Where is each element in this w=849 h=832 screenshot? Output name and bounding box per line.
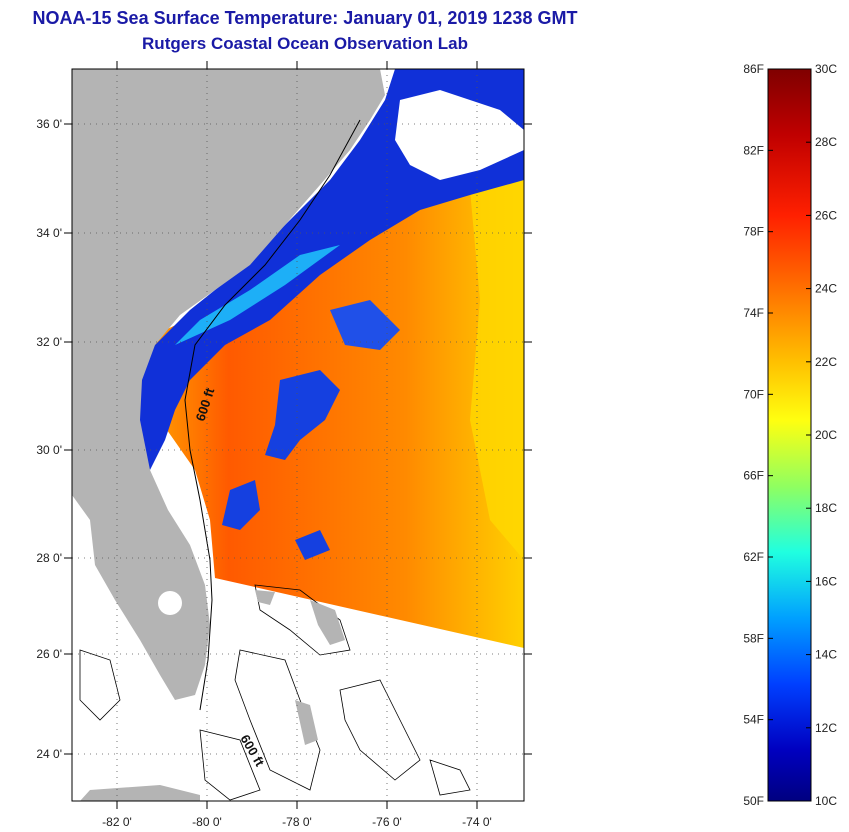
map-frame [71, 68, 525, 802]
colorbar-celsius-label: 12C [815, 721, 837, 735]
lat-tick-label: 36 0' [36, 117, 62, 131]
lat-tick-label: 28 0' [36, 551, 62, 565]
cold-eddy [265, 370, 340, 460]
chart-subtitle: Rutgers Coastal Ocean Observation Lab [142, 34, 468, 53]
warm-band-east [470, 160, 524, 560]
lon-tick-label: -82 0' [102, 815, 132, 829]
colorbar-fahrenheit-label: 66F [743, 469, 764, 483]
graticule [72, 69, 524, 801]
colorbar-celsius-label: 18C [815, 501, 837, 515]
colorbar-fahrenheit-label: 74F [743, 306, 764, 320]
lon-tick-label: -78 0' [282, 815, 312, 829]
cyan-shelf-edge [175, 245, 340, 345]
lon-tick-label: -80 0' [192, 815, 222, 829]
colorbar-fahrenheit-label: 54F [743, 713, 764, 727]
colorbar-celsius-label: 26C [815, 208, 837, 222]
colorbar-fahrenheit-label: 62F [743, 550, 764, 564]
colorbar-celsius-label: 20C [815, 428, 837, 442]
axis-ticks [64, 61, 532, 809]
cold-eddy [330, 300, 400, 350]
colorbar-fahrenheit-label: 58F [743, 631, 764, 645]
map-area [72, 69, 524, 801]
cloud-no-data [395, 90, 524, 180]
colorbar-fahrenheit-label: 50F [743, 794, 764, 808]
colorbar-celsius-label: 10C [815, 794, 837, 808]
colorbar-fahrenheit-label: 82F [743, 143, 764, 157]
cold-eddy [222, 480, 260, 530]
lat-tick-label: 24 0' [36, 747, 62, 761]
colorbar-celsius-label: 30C [815, 62, 837, 76]
colorbar-celsius-label: 28C [815, 135, 837, 149]
isobath-600ft [184, 119, 361, 711]
colorbar-celsius-label: 14C [815, 648, 837, 662]
colorbar-fahrenheit-label: 78F [743, 225, 764, 239]
land-southeast-us [72, 69, 385, 700]
colorbar [767, 68, 812, 802]
colorbar-celsius-label: 16C [815, 574, 837, 588]
lat-tick-label: 34 0' [36, 226, 62, 240]
lat-tick-label: 30 0' [36, 443, 62, 457]
colorbar-fahrenheit-label: 86F [743, 62, 764, 76]
colorbar-celsius-label: 24C [815, 282, 837, 296]
bahamas-islands [80, 590, 345, 801]
lat-tick-label: 26 0' [36, 647, 62, 661]
lon-tick-label: -74 0' [462, 815, 492, 829]
cold-eddy [295, 530, 330, 560]
lat-tick-label: 32 0' [36, 335, 62, 349]
lake-okeechobee [158, 591, 182, 615]
lon-tick-label: -76 0' [372, 815, 402, 829]
colorbar-ticks [768, 68, 811, 802]
bahamas-bathymetry [79, 584, 471, 801]
chart-title: NOAA-15 Sea Surface Temperature: January… [32, 8, 578, 28]
colorbar-fahrenheit-label: 70F [743, 387, 764, 401]
colorbar-celsius-label: 22C [815, 355, 837, 369]
